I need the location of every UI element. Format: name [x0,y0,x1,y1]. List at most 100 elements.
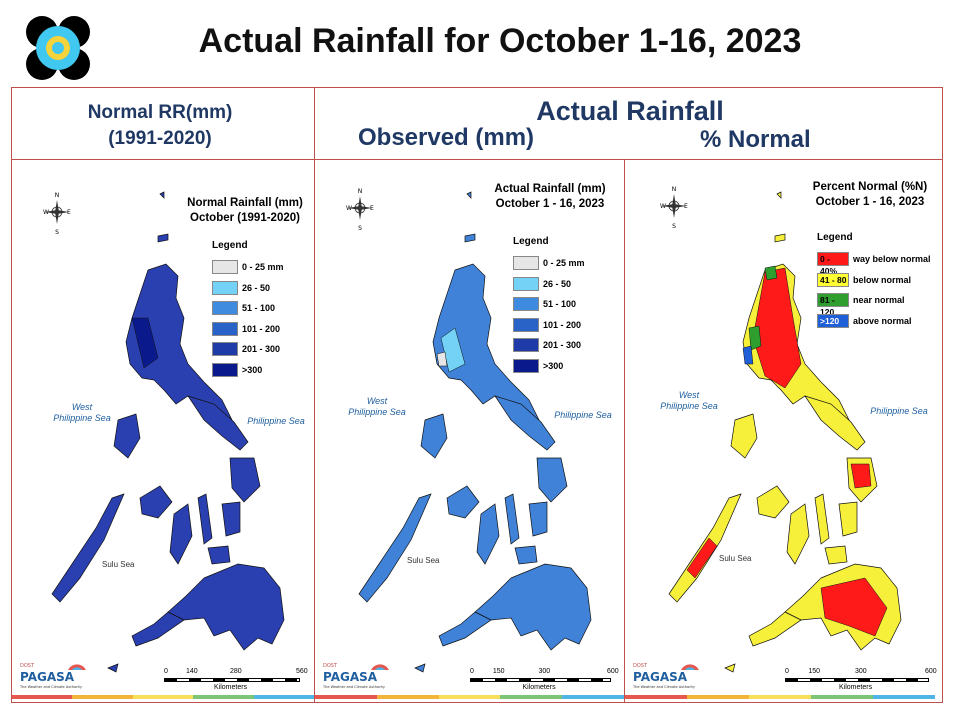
legend-label: near normal [853,295,905,306]
legend-label: 26 - 50 [242,282,271,293]
legend-swatch [513,256,539,271]
legend-item: 0 - 25 mm [513,253,585,274]
legend-label: 0 - 25 mm [242,262,284,273]
legend-item: 0 - 40% way below normal [817,249,931,276]
legend-item: 26 - 50 [212,278,284,299]
island-samar [536,457,568,503]
legend-swatch [513,276,539,291]
scale-bar: 0 140 280 560 Kilometers [164,668,308,698]
svg-text:PAGASA: PAGASA [633,670,688,684]
island-bohol [514,545,538,565]
pagasa-footer-logo: DOST PAGASA The Weather and Climate Author… [631,660,701,690]
island-bicol [494,395,556,451]
legend-swatch [212,342,238,357]
legend-item: >120 above normal [817,311,931,332]
island-samar [229,457,261,503]
island-cebu [814,493,830,545]
pagasa-footer-logo: DOST PAGASA The Weather and Climate Author… [18,660,88,690]
island-leyte [528,501,548,537]
legend-label: 0 - 25 mm [543,258,585,269]
island-zambo [748,611,802,647]
scale-tick-label: 280 [230,668,242,675]
island-mindanao [167,563,285,651]
sea-label-east: Philippine Sea [247,416,305,426]
legend-label: way below normal [853,254,931,265]
island-babuyan [774,233,786,243]
island-bicol [187,395,249,451]
footer-stripe [12,695,315,699]
sea-label-sulu: Sulu Sea [719,554,752,563]
sea-label-sulu: Sulu Sea [407,556,440,565]
footer-stripe-segment [12,695,73,699]
legend-title: Legend [513,236,549,247]
legend-item: 81 - 120 near normal [817,290,931,317]
header-observed: Observed (mm) [358,124,535,151]
column-divider-2 [624,160,625,703]
footer-stripe-segment [376,695,439,699]
panel-title: Percent Normal (%N) October 1 - 16, 2023 [805,180,935,210]
legend-rows: 0 - 25 mm 26 - 50 51 - 100 101 - 200 201 - 3… [513,253,585,376]
legend-swatch: 81 - 120 [817,293,849,317]
svg-text:W: W [346,205,352,212]
legend-item: 201 - 300 [212,339,284,360]
sea-label-west: West Philippine Sea [660,390,718,411]
svg-text:PAGASA: PAGASA [20,670,75,684]
scale-tick-label: 150 [808,668,821,675]
svg-text:E: E [370,205,374,212]
sea-label-west: West Philippine Sea [348,396,406,417]
island-mindoro [420,413,448,459]
svg-text:DOST: DOST [633,663,648,669]
legend-swatch [212,362,238,377]
panel-title-line1: Percent Normal (%N) [812,181,928,193]
scale-bar: 0 150 300 600 Kilometers [785,668,937,698]
panel-title: Normal Rainfall (mm) October (1991-2020) [180,196,310,226]
legend-item: 41 - 80 below normal [817,270,931,291]
scale-tick-label: 150 [492,668,505,675]
island-negros [476,503,500,565]
island-bohol [824,545,848,565]
scale-bar: 0 150 300 600 Kilometers [470,668,619,698]
svg-text:N: N [672,186,677,193]
column-divider-1 [314,87,315,703]
legend-rows: 0 - 40% way below normal 41 - 80 below norm… [817,249,931,331]
legend-swatch [212,321,238,336]
header-normal-rr: Normal RR(mm) [87,102,233,123]
region-near-normal [748,325,762,351]
frame-border [11,87,943,703]
island-mindoro [730,413,758,459]
pagasa-footer-logo: DOST PAGASA The Weather and Climate Author… [321,660,391,690]
island-batanes [159,191,165,199]
legend-label: above normal [853,315,912,326]
island-sulu [414,663,426,673]
legend-swatch: 0 - 40% [817,252,849,276]
compass-icon: N W E S [659,184,689,230]
legend-swatch [513,317,539,332]
island-batanes [776,191,782,199]
compass-icon: N W E S [42,190,72,236]
legend-item: 51 - 100 [513,294,585,315]
scale-tick-label: 0 [785,668,789,675]
panel-title-line2: October 1 - 16, 2023 [815,196,925,208]
island-sulu [107,663,119,673]
island-zambo [131,611,185,647]
region-near-normal [764,265,778,281]
legend-swatch [212,260,238,275]
island-negros [786,503,810,565]
svg-text:N: N [358,188,363,195]
footer-stripe-segment [562,695,624,699]
island-zambo [438,611,492,647]
header-actual-rainfall: Actual Rainfall [536,96,724,126]
philippines-map-normal [51,191,285,673]
sea-label-east: Philippine Sea [554,410,612,420]
svg-text:DOST: DOST [323,663,338,669]
footer-stripe-segment [811,695,873,699]
legend-label: 26 - 50 [543,278,572,289]
scale-tick-label: 0 [470,668,474,675]
map-panel-normal: Normal Rainfall (mm) October (1991-2020)… [12,160,314,703]
legend-item: >300 [212,360,284,381]
footer-stripe-segment [438,695,501,699]
svg-text:PAGASA: PAGASA [323,670,378,684]
island-sulu [724,663,736,673]
header-normal-period: (1991-2020) [108,128,212,149]
scale-tick-label: 600 [607,668,619,675]
